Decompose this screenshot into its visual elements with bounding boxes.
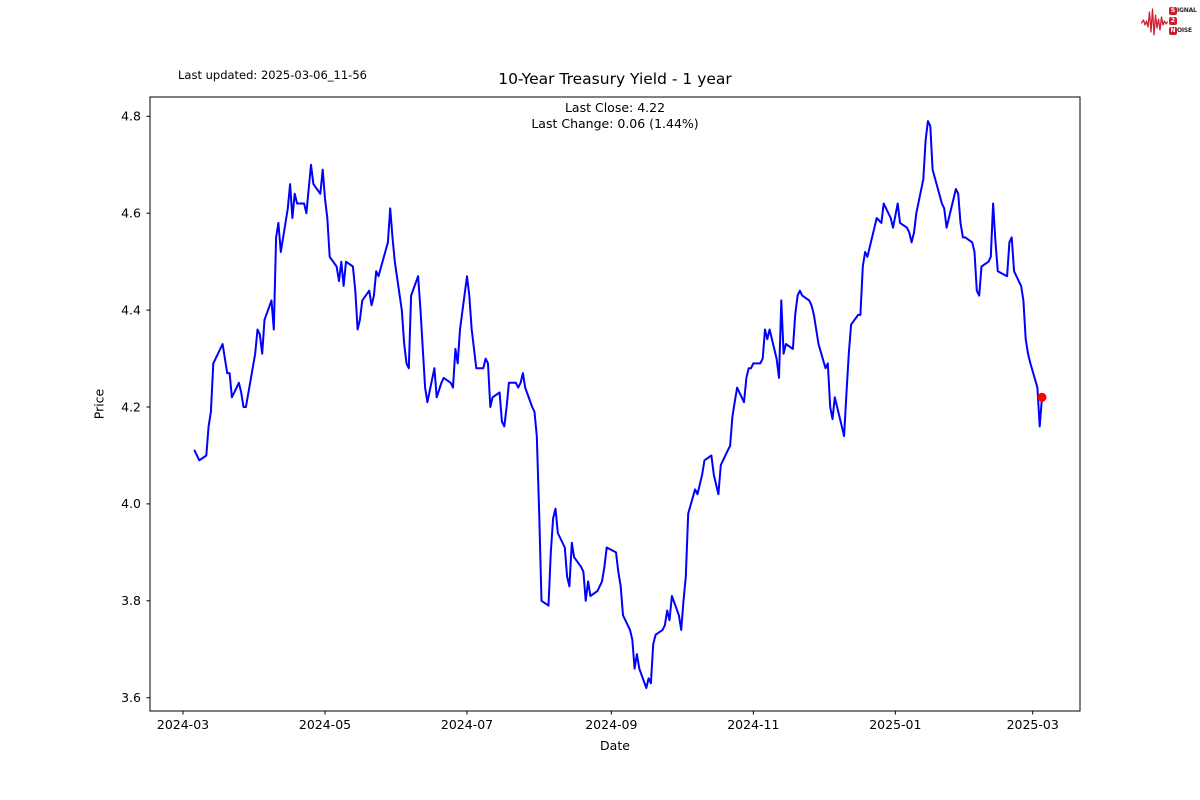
x-tick-label: 2024-09	[585, 717, 637, 732]
subtitle-last-close: Last Close: 4.22	[564, 100, 666, 115]
y-tick-label: 4.8	[121, 109, 141, 124]
x-tick-label: 2024-11	[727, 717, 779, 732]
logo-letter-s: S	[1169, 7, 1177, 15]
x-tick-label: 2024-03	[157, 717, 209, 732]
logo-letter-n: N	[1169, 27, 1177, 35]
last-close-marker	[1037, 392, 1047, 402]
y-tick-label: 4.0	[121, 496, 141, 511]
x-axis-label: Date	[600, 738, 630, 753]
logo-row-2: 2	[1169, 17, 1197, 26]
logo-letter-2: 2	[1169, 17, 1177, 25]
logo-rest-oise: OISE	[1177, 27, 1192, 34]
x-tick-label: 2025-01	[869, 717, 921, 732]
x-tick-label: 2025-03	[1007, 717, 1059, 732]
logo-row-noise: N OISE	[1169, 27, 1197, 36]
y-tick-label: 4.6	[121, 206, 141, 221]
y-tick-label: 3.6	[121, 690, 141, 705]
page-title: 10-Year Treasury Yield - 1 year	[498, 70, 732, 88]
yield-line	[193, 120, 1043, 689]
x-tick-label: 2024-05	[299, 717, 351, 732]
logo-rest-ignal: IGNAL	[1177, 7, 1197, 14]
x-tick-label: 2024-07	[441, 717, 493, 732]
logo-row-signal: S IGNAL	[1169, 7, 1197, 16]
y-tick-label: 3.8	[121, 593, 141, 608]
waveform-icon	[1141, 8, 1168, 36]
y-tick-label: 4.2	[121, 399, 141, 414]
logo-text: S IGNAL 2 N OISE	[1169, 7, 1197, 36]
last-updated-text: Last updated: 2025-03-06_11-56	[178, 68, 367, 82]
plot-frame	[149, 96, 1081, 712]
y-tick-label: 4.4	[121, 302, 141, 317]
subtitle-last-change: Last Change: 0.06 (1.44%)	[531, 116, 699, 131]
signal2noise-logo: S IGNAL 2 N OISE	[1141, 3, 1197, 39]
